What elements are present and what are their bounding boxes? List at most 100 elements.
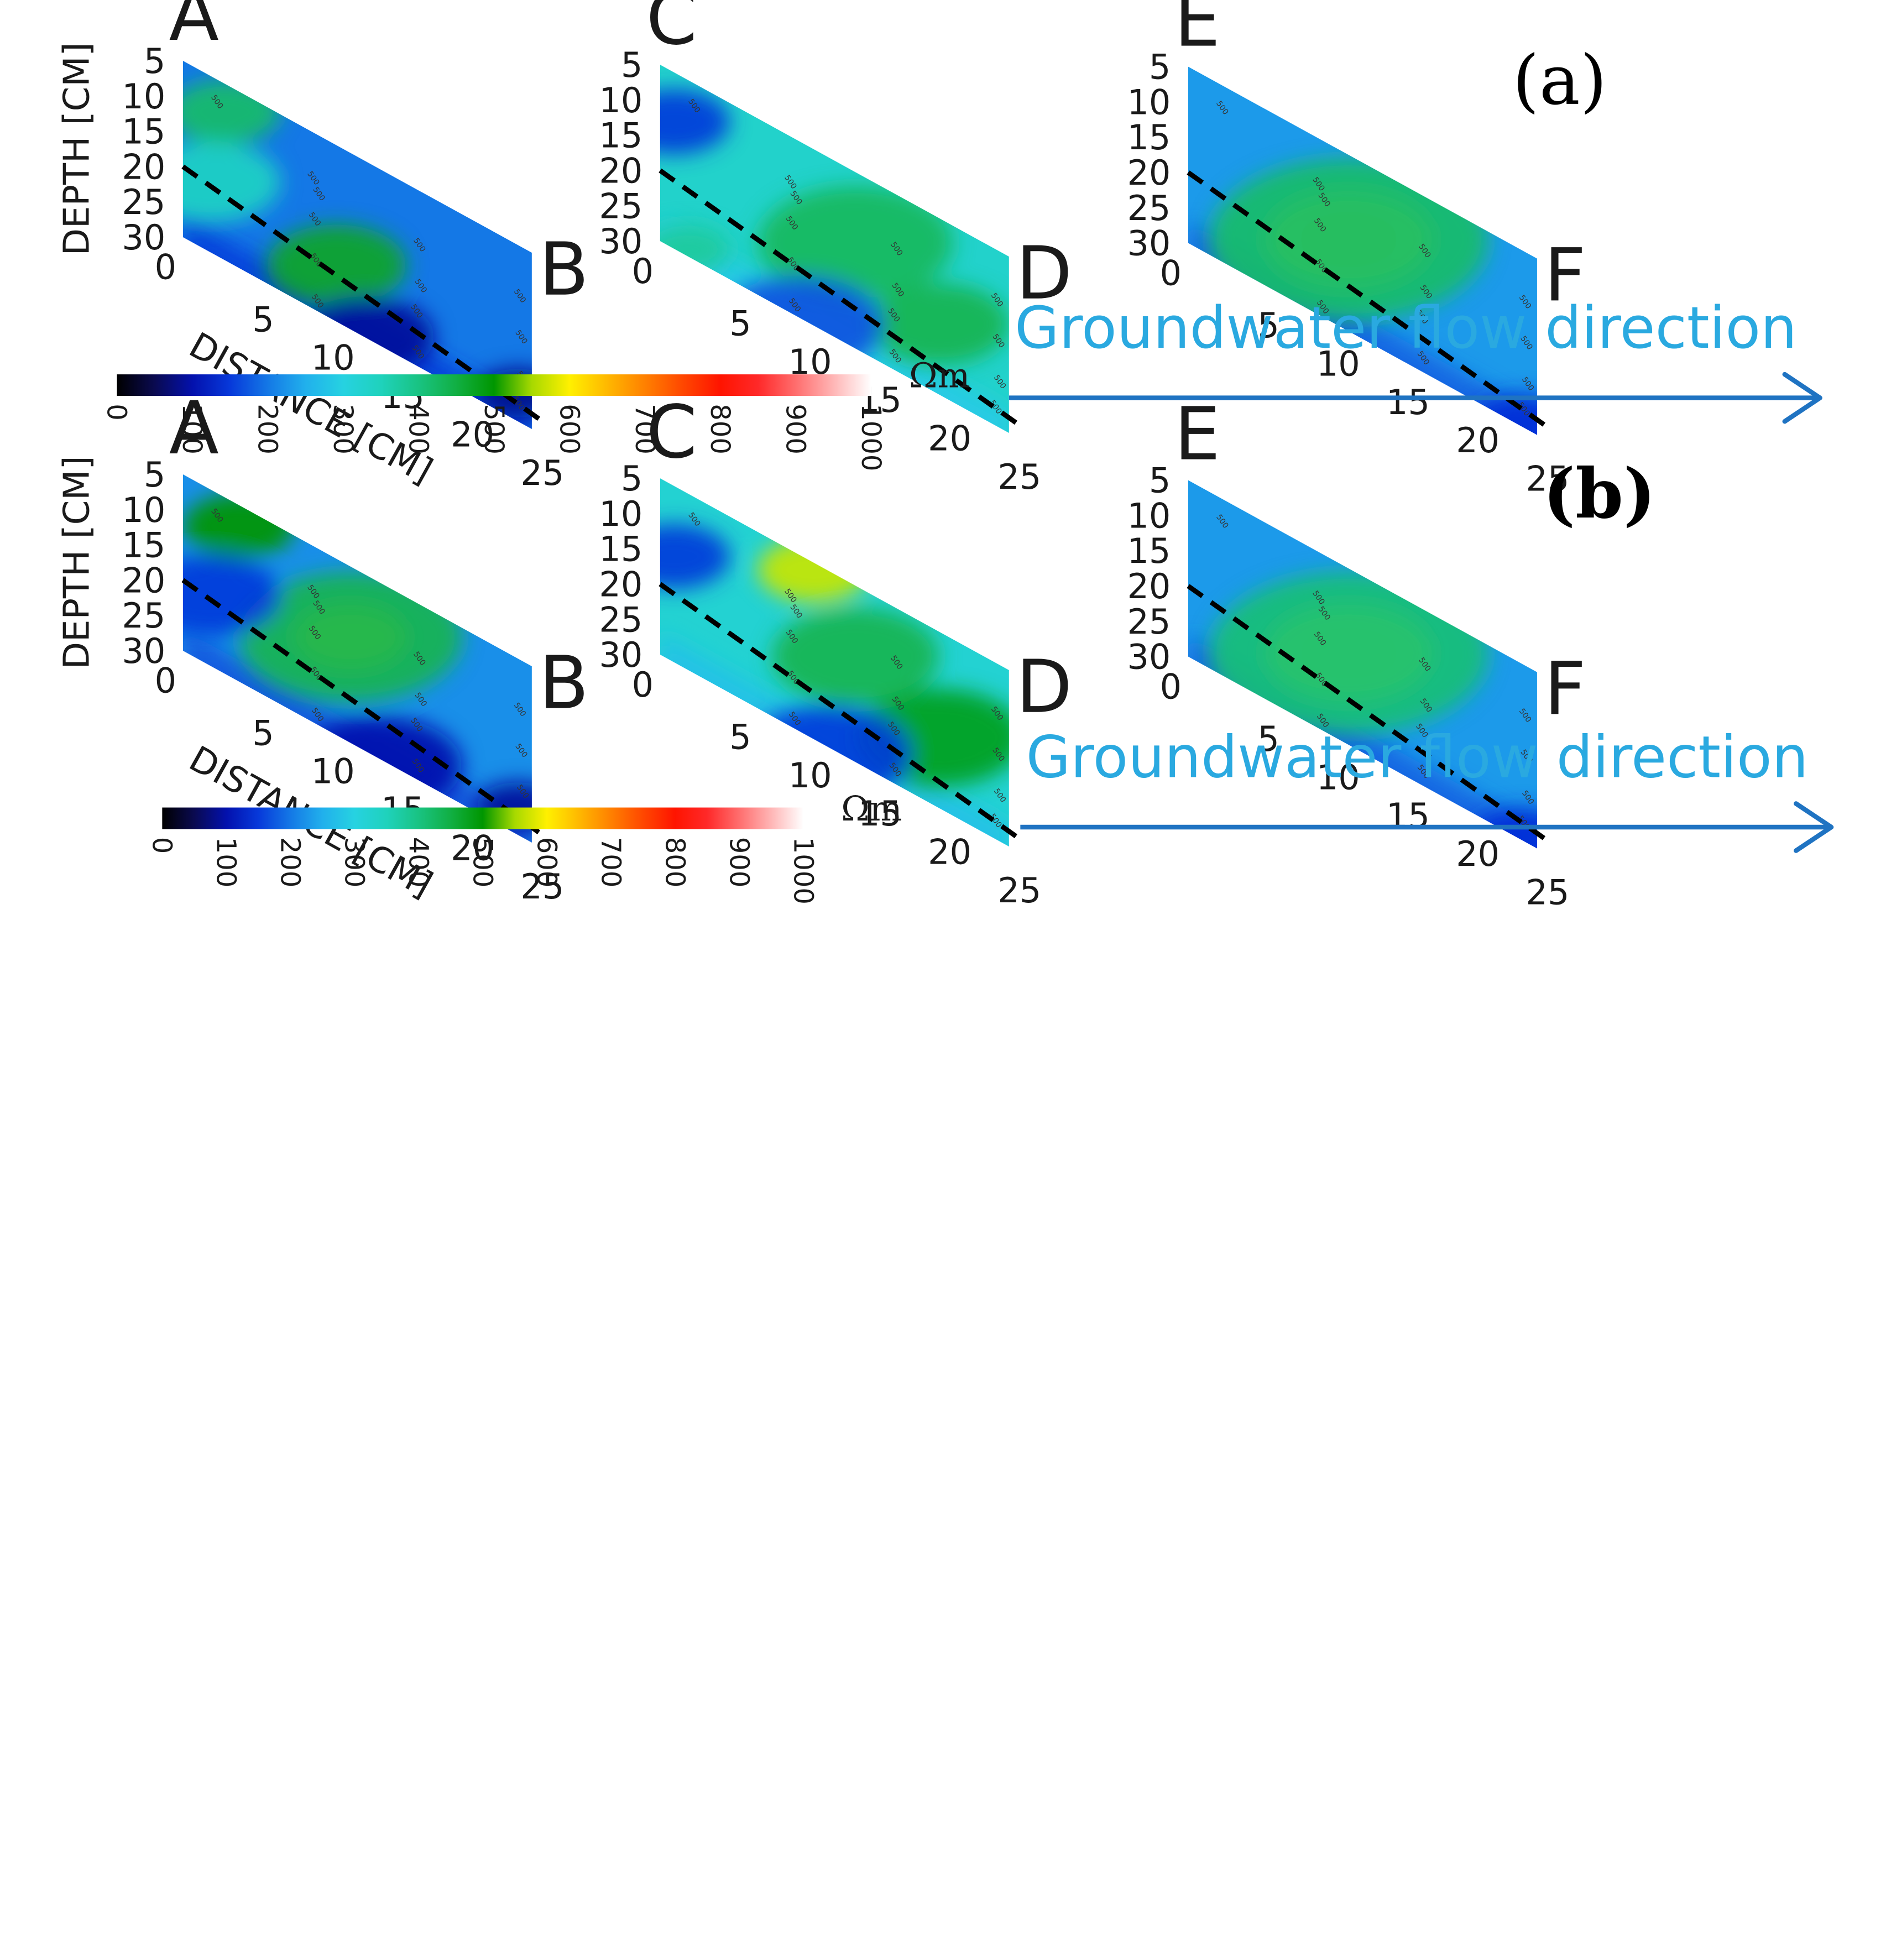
distance-tick-label: 25 [1525, 459, 1569, 499]
distance-tick-label: 5 [729, 717, 751, 757]
anomaly-group [660, 89, 1009, 374]
anomaly-2 [660, 89, 730, 154]
colorbar-tick-label: 200 [252, 404, 283, 454]
distance-tick-label: 0 [155, 661, 176, 701]
row-b: 5005005005005005005005005005005005005005… [56, 386, 1834, 913]
distance-tick-label: 0 [155, 247, 176, 288]
depth-tick-label: 5 [144, 41, 165, 81]
distance-ticks: 0 5 10 15 20 25 [1160, 253, 1570, 499]
distance-tick-label: 5 [252, 299, 274, 339]
depth-tick-label: 5 [621, 45, 642, 85]
flow-direction-label: Groundwater flow direction [1015, 294, 1797, 362]
distance-tick-label: 25 [997, 457, 1041, 497]
profile-end-label: F [1544, 646, 1586, 731]
depth-axis-title: DEPTH [CM] [56, 43, 97, 256]
depth-tick-label: 5 [621, 458, 642, 499]
distance-tick-label: 5 [1257, 305, 1279, 346]
anomaly-group [1209, 572, 1537, 849]
row-a: 5005005005005005005005005005005005005005… [56, 0, 1822, 499]
distance-tick-label: 10 [788, 755, 832, 796]
distance-tick-label: 15 [858, 793, 902, 834]
depth-tick-label: 25 [122, 595, 165, 636]
distance-tick-label: 10 [1316, 757, 1360, 797]
depth-tick-label: 25 [599, 186, 642, 226]
depth-tick-label: 20 [1127, 153, 1171, 193]
distance-tick-label: 20 [451, 828, 494, 869]
distance-ticks: 0 5 10 15 20 25 [632, 665, 1042, 911]
profile-start-label: C [646, 0, 697, 61]
flow-arrow-head [1794, 801, 1834, 853]
distance-tick-label: 20 [928, 832, 971, 872]
profile-start-label: E [1174, 392, 1220, 477]
depth-tick-label: 10 [122, 490, 165, 530]
colorbar-unit: Ωm [841, 788, 902, 829]
profile-end-label: D [1016, 645, 1073, 730]
depth-tick-label: 30 [1127, 637, 1171, 677]
colorbar-tick-label: 300 [327, 404, 358, 454]
row-label: (a) [1513, 41, 1607, 121]
colorbar-tick-label: 0 [101, 404, 132, 421]
anomaly-3 [1467, 808, 1537, 849]
water-table-line [659, 168, 1018, 425]
water-table-line [659, 582, 1018, 839]
distance-tick-label: 20 [928, 419, 971, 459]
water-table-line [181, 578, 541, 835]
colorbar-tick-label: 600 [531, 837, 562, 888]
anomaly-0 [757, 537, 870, 603]
profile-start-label: C [646, 390, 697, 475]
distance-tick-label: 15 [1386, 796, 1430, 836]
colorbar-tick-label: 800 [659, 837, 690, 888]
colorbar-tick-label: 100 [176, 404, 207, 454]
distance-tick-label: 25 [997, 870, 1041, 911]
colorbar-tick-label: 100 [211, 837, 242, 888]
colorbar-strip [117, 374, 871, 396]
resistivity-field: 5005005005005005005005005005005005005005… [1188, 66, 1537, 435]
colorbar-tick-label: 300 [338, 837, 369, 888]
profile-end-label: B [539, 641, 589, 726]
depth-tick-label: 20 [599, 151, 642, 191]
anomaly-4 [660, 225, 730, 274]
depth-tick-label: 25 [122, 182, 165, 222]
colorbar-tick-label: 400 [403, 837, 433, 888]
colorbar-strip [162, 807, 804, 829]
colorbar-tick-label: 500 [478, 404, 509, 454]
anomaly-1 [238, 572, 462, 702]
depth-tick-label: 20 [122, 147, 165, 187]
anomaly-3 [182, 555, 281, 636]
profile-start-label: A [169, 0, 219, 58]
depth-tick-label: 15 [599, 116, 642, 156]
distance-tick-label: 10 [311, 751, 355, 792]
distance-tick-label: 25 [520, 453, 564, 493]
colorbar: 0 100 200 300 400 500 600 700 800 900 1000 Ωm [147, 788, 902, 905]
distance-tick-label: 0 [632, 251, 654, 291]
distance-tick-label: 0 [1160, 253, 1182, 293]
depth-tick-label: 5 [1149, 47, 1171, 87]
distance-tick-label: 20 [1456, 834, 1500, 874]
panel-b-EF: 5005005005005005005005005005005005005005… [1127, 392, 1586, 913]
depth-tick-label: 30 [122, 631, 165, 671]
colorbar: 0 100 200 300 400 500 600 700 800 900 1000 Ωm [101, 355, 970, 471]
distance-tick-label: 20 [451, 415, 494, 455]
distance-tick-label: 15 [1386, 382, 1430, 422]
distance-tick-label: 25 [520, 866, 564, 907]
anomaly-1 [869, 283, 1009, 365]
distance-tick-label: 0 [1160, 666, 1182, 707]
colorbar-tick-label: 700 [629, 404, 660, 454]
flow-direction-label: Groundwater flow direction [1026, 724, 1809, 791]
depth-tick-label: 30 [599, 635, 642, 675]
depth-tick-label: 20 [1127, 566, 1171, 607]
depth-tick-label: 30 [599, 221, 642, 262]
distance-tick-label: 5 [1257, 719, 1279, 759]
depth-tick-label: 15 [122, 525, 165, 566]
flow-arrow-head [1782, 372, 1822, 424]
colorbar-tick-label: 400 [403, 404, 433, 454]
distance-tick-label: 5 [252, 713, 274, 753]
depth-tick-label: 15 [599, 529, 642, 569]
row-label: (b) [1543, 454, 1656, 534]
depth-tick-label: 5 [1149, 461, 1171, 501]
